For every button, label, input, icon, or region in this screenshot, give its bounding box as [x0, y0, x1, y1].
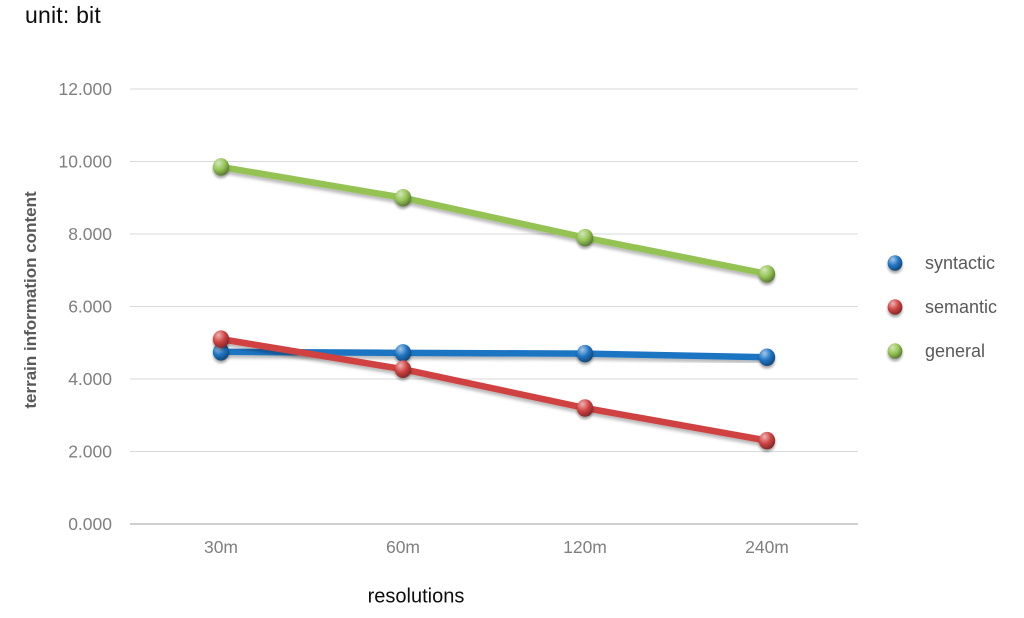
x-axis-title: resolutions	[367, 585, 465, 608]
chart-title: unit: bit	[25, 2, 101, 28]
x-tick-label: 240m	[745, 537, 789, 557]
y-tick-label: 10.000	[58, 152, 112, 172]
series-marker-general	[212, 158, 230, 176]
series-marker-syntactic	[576, 344, 594, 363]
legend: syntactic semantic general	[866, 248, 997, 366]
series-marker-general	[394, 188, 412, 207]
series-marker-syntactic	[212, 343, 230, 361]
y-tick-label: 12.000	[58, 79, 112, 99]
legend-item-semantic: semantic	[866, 292, 997, 322]
series-marker-semantic	[758, 431, 776, 450]
series-marker-semantic	[576, 399, 594, 417]
legend-item-syntactic: syntactic	[866, 248, 997, 278]
y-tick-label: 2.000	[68, 442, 112, 462]
legend-marker-icon	[866, 343, 924, 359]
series-marker-general	[576, 228, 594, 247]
legend-label: syntactic	[925, 252, 996, 273]
series-marker-syntactic	[758, 348, 776, 367]
legend-label: general	[925, 340, 986, 361]
series-marker-syntactic	[394, 344, 412, 362]
x-tick-label: 60m	[386, 537, 420, 557]
series-marker-semantic	[394, 360, 412, 379]
series-marker-general	[758, 265, 776, 283]
legend-marker-icon	[866, 299, 924, 315]
series-marker-semantic	[212, 330, 230, 348]
legend-label: semantic	[925, 296, 998, 317]
series-line-semantic	[217, 335, 771, 444]
legend-marker-icon	[866, 255, 924, 271]
legend-item-general: general	[866, 336, 997, 366]
series-line-general	[217, 163, 771, 278]
x-tick-label: 120m	[563, 537, 607, 557]
x-tick-label: 30m	[204, 537, 238, 557]
y-tick-label: 6.000	[68, 297, 112, 317]
y-tick-label: 8.000	[68, 224, 112, 244]
y-tick-label: 4.000	[68, 369, 112, 389]
y-tick-label: 0.000	[68, 514, 112, 534]
